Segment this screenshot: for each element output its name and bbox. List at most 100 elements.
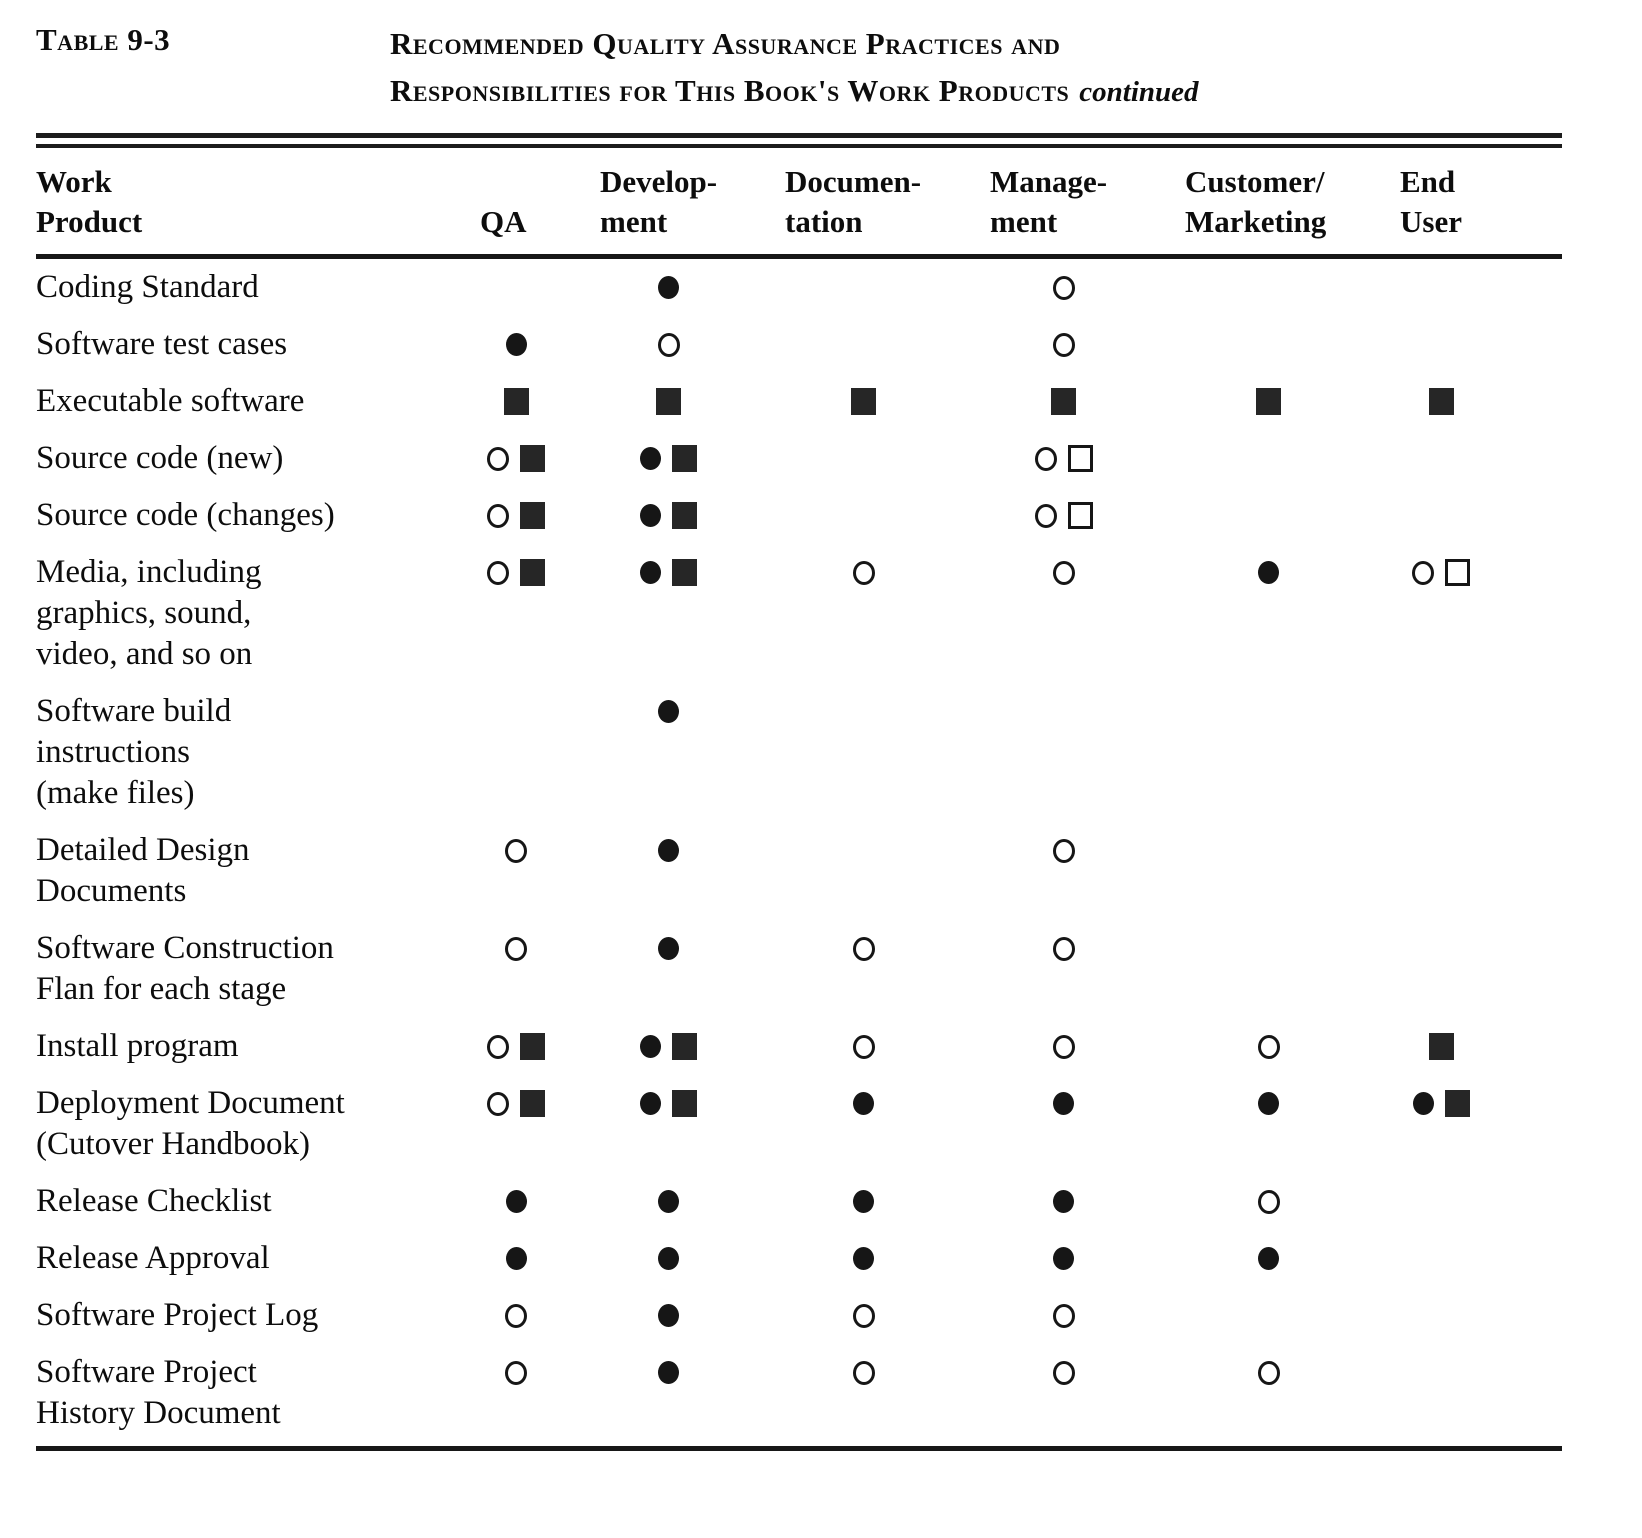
symbol-cell	[1161, 1083, 1376, 1124]
symbol-cell	[576, 1026, 761, 1067]
filled-circle-icon	[1053, 1092, 1074, 1115]
open-circle-icon	[1052, 838, 1075, 863]
table-header: Work Product QA Develop-ment Documen-tation M…	[36, 148, 1562, 254]
open-circle-icon	[505, 1303, 527, 1328]
open-circle-icon	[487, 1034, 509, 1059]
symbol-cell	[966, 1181, 1161, 1222]
work-product-name: Executable software	[36, 383, 305, 419]
filled-circle-icon	[658, 1190, 679, 1213]
open-circle-icon	[505, 1360, 527, 1385]
symbol-cell	[1161, 438, 1376, 479]
work-product-name: Release Approval	[36, 1240, 270, 1276]
column-header-documentation: Documen-tation	[785, 164, 922, 239]
open-circle-icon	[505, 838, 527, 863]
symbol-cell	[576, 1083, 761, 1124]
filled-square-icon	[1428, 388, 1454, 415]
table-row: Software Project History Document	[36, 1344, 1562, 1442]
symbol-cell	[1376, 1352, 1506, 1393]
filled-square-icon	[656, 388, 681, 415]
filled-square-icon	[520, 1090, 545, 1117]
symbol-cell	[1376, 1181, 1506, 1222]
table-title-line2: Responsibilities for This Book's Work Pr…	[390, 67, 1199, 116]
symbol-cell	[1376, 1083, 1506, 1124]
filled-circle-icon	[505, 1190, 527, 1213]
filled-square-icon	[672, 502, 697, 529]
symbol-cell	[1376, 1238, 1506, 1279]
top-double-rule	[36, 133, 1562, 148]
filled-square-icon	[672, 559, 697, 586]
symbol-cell	[966, 438, 1161, 479]
open-circle-icon	[852, 1360, 875, 1385]
open-circle-icon	[487, 560, 509, 585]
symbol-cell	[576, 691, 761, 732]
symbol-cell	[966, 1083, 1161, 1124]
open-circle-icon	[1034, 446, 1057, 471]
filled-circle-icon	[1258, 1247, 1279, 1270]
symbol-cell	[761, 495, 966, 536]
symbol-cell	[1161, 1238, 1376, 1279]
symbol-cell	[576, 1238, 761, 1279]
open-circle-icon	[1257, 1360, 1280, 1385]
column-header-customer-marketing: Customer/Marketing	[1185, 164, 1327, 239]
symbol-cell	[456, 1026, 576, 1067]
symbol-cell	[576, 381, 761, 422]
filled-circle-icon	[658, 937, 679, 960]
filled-square-icon	[672, 1033, 697, 1060]
work-product-name: Detailed Design Documents	[36, 832, 250, 909]
work-product-name: Release Checklist	[36, 1183, 272, 1219]
open-circle-icon	[1052, 936, 1075, 961]
symbol-cell	[761, 928, 966, 969]
symbol-cell	[576, 1295, 761, 1336]
symbol-cell	[761, 1238, 966, 1279]
symbol-cell	[456, 691, 576, 732]
symbol-cell	[456, 928, 576, 969]
table-title: Recommended Quality Assurance Practices …	[390, 20, 1199, 116]
open-circle-icon	[1257, 1189, 1280, 1214]
open-circle-icon	[1052, 1360, 1075, 1385]
open-circle-icon	[1052, 332, 1075, 357]
open-circle-icon	[852, 1303, 875, 1328]
symbol-cell	[761, 267, 966, 308]
filled-circle-icon	[640, 1035, 661, 1058]
filled-square-icon	[672, 1090, 697, 1117]
filled-circle-icon	[1412, 1092, 1434, 1115]
symbol-cell	[761, 438, 966, 479]
filled-circle-icon	[505, 1247, 527, 1270]
filled-square-icon	[851, 388, 876, 415]
table-row: Software test cases	[36, 316, 1562, 373]
filled-square-icon	[1051, 388, 1076, 415]
symbol-cell	[966, 1352, 1161, 1393]
filled-circle-icon	[1053, 1190, 1074, 1213]
table-row: Software Construction Flan for each stage	[36, 920, 1562, 1018]
symbol-cell	[456, 1238, 576, 1279]
symbol-cell	[576, 324, 761, 365]
continued-label: continued	[1079, 76, 1199, 108]
symbol-cell	[1376, 324, 1506, 365]
symbol-cell	[1376, 495, 1506, 536]
symbol-cell	[456, 1181, 576, 1222]
filled-circle-icon	[658, 1304, 679, 1327]
filled-circle-icon	[658, 1361, 679, 1384]
work-product-name: Software Project Log	[36, 1297, 319, 1333]
work-product-name: Software build instructions (make files)	[36, 693, 232, 811]
filled-circle-icon	[1258, 1092, 1279, 1115]
table-row: Source code (changes)	[36, 487, 1562, 544]
symbol-cell	[1376, 1026, 1506, 1067]
symbol-cell	[1376, 381, 1506, 422]
symbol-cell	[761, 1181, 966, 1222]
filled-circle-icon	[505, 333, 527, 356]
open-circle-icon	[487, 1091, 509, 1116]
work-product-name: Coding Standard	[36, 269, 259, 305]
filled-circle-icon	[640, 504, 661, 527]
table-row: Software Project Log	[36, 1287, 1562, 1344]
symbol-cell	[1376, 928, 1506, 969]
symbol-cell	[456, 381, 576, 422]
symbol-cell	[1376, 691, 1506, 732]
open-circle-icon	[1052, 560, 1075, 585]
symbol-cell	[761, 830, 966, 871]
symbol-cell	[456, 1295, 576, 1336]
filled-circle-icon	[658, 276, 679, 299]
filled-circle-icon	[1258, 561, 1279, 584]
symbol-cell	[456, 438, 576, 479]
symbol-cell	[456, 324, 576, 365]
